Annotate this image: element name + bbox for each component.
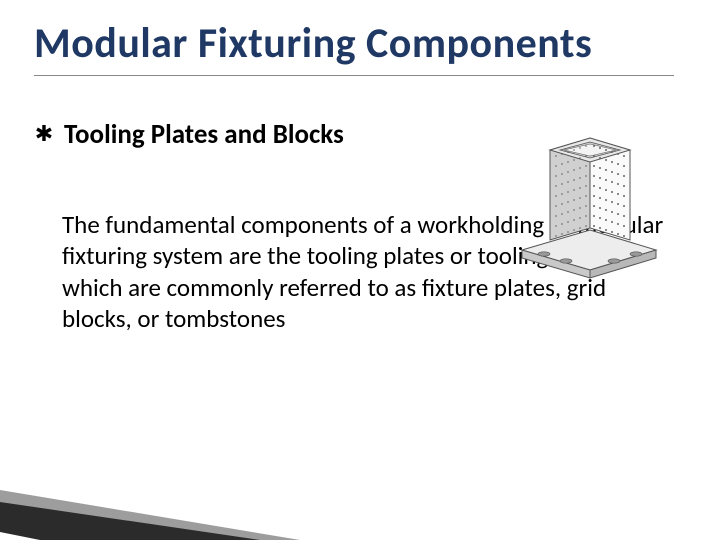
corner-wedge-decoration: [0, 460, 300, 540]
tooling-block-illustration: [504, 132, 674, 280]
title-underline: [34, 75, 674, 76]
subheading: Tooling Plates and Blocks: [64, 118, 344, 151]
slide: Modular Fixturing Components ✱ Tooling P…: [0, 0, 720, 540]
bullet-icon: ✱: [34, 118, 54, 150]
slide-title: Modular Fixturing Components: [34, 18, 686, 69]
